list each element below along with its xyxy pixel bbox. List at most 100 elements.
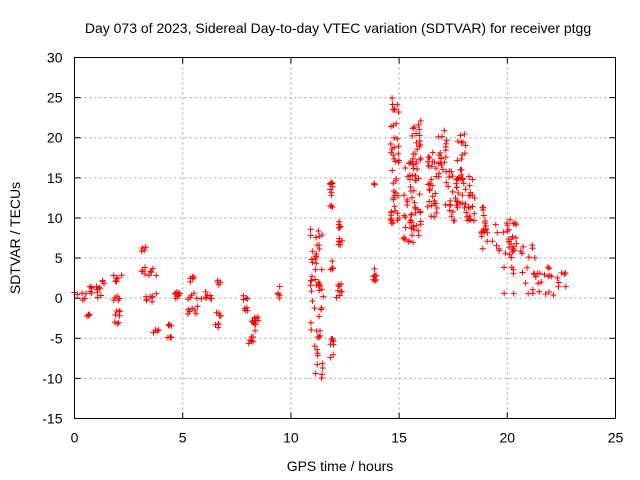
data-point <box>484 229 491 236</box>
data-point <box>244 295 251 302</box>
data-point <box>138 248 145 255</box>
data-point <box>452 194 459 201</box>
data-point <box>413 159 420 166</box>
y-tick-label: 30 <box>47 50 63 66</box>
data-point <box>313 328 320 335</box>
data-point <box>240 296 247 303</box>
data-point <box>531 271 538 278</box>
data-point <box>541 271 548 278</box>
data-point <box>555 283 562 290</box>
data-point <box>114 274 121 281</box>
data-point <box>202 288 209 295</box>
data-point <box>393 120 400 127</box>
data-point <box>449 188 456 195</box>
data-point <box>442 201 449 208</box>
data-point <box>448 168 455 175</box>
data-point <box>489 238 496 245</box>
data-point <box>203 294 210 301</box>
data-point <box>88 285 95 292</box>
data-point <box>443 168 450 175</box>
data-point <box>425 154 432 161</box>
data-point <box>187 278 194 285</box>
data-point <box>404 196 411 203</box>
data-point <box>415 206 422 213</box>
data-point <box>470 217 477 224</box>
data-point <box>198 295 205 302</box>
y-tick-label: -5 <box>50 330 63 346</box>
data-point <box>439 166 446 173</box>
data-point <box>172 295 179 302</box>
data-point <box>308 326 315 333</box>
x-tick-label: 0 <box>71 430 79 446</box>
y-tick-label: 25 <box>47 90 63 106</box>
data-point <box>409 155 416 162</box>
data-point <box>480 207 487 214</box>
data-point <box>445 183 452 190</box>
data-point <box>307 319 314 326</box>
axis-ticks: 0 5 10 15 20 25 -15 -10 -5 0 5 10 15 20 25 30 <box>42 50 623 446</box>
data-point <box>426 186 433 193</box>
data-point <box>308 256 315 263</box>
data-point <box>459 151 466 158</box>
data-point <box>244 307 251 314</box>
data-point <box>82 290 89 297</box>
data-point <box>79 297 86 304</box>
data-point <box>113 275 120 282</box>
data-point <box>411 124 418 131</box>
data-point <box>535 280 542 287</box>
data-point <box>458 156 465 163</box>
data-point <box>504 220 511 227</box>
data-point <box>410 187 417 194</box>
data-point <box>511 220 518 227</box>
x-tick-label: 5 <box>179 430 187 446</box>
data-point <box>561 271 568 278</box>
data-point <box>465 204 472 211</box>
data-point <box>116 307 123 314</box>
data-point <box>93 283 100 290</box>
data-point <box>312 370 319 377</box>
data-point <box>138 268 145 275</box>
data-point <box>400 235 407 242</box>
data-point <box>215 320 222 327</box>
data-point <box>457 132 464 139</box>
y-tick-label: 20 <box>47 130 63 146</box>
data-point <box>371 181 378 188</box>
data-point <box>167 334 174 341</box>
data-point <box>311 305 318 312</box>
data-point <box>449 173 456 180</box>
data-point <box>501 290 508 297</box>
data-point <box>212 321 219 328</box>
data-point <box>466 212 473 219</box>
data-point <box>428 176 435 183</box>
data-point <box>442 143 449 150</box>
data-point <box>471 195 478 202</box>
data-point <box>307 277 314 284</box>
data-point <box>453 180 460 187</box>
data-point <box>409 125 416 132</box>
data-point <box>99 277 106 284</box>
data-point <box>329 258 336 265</box>
data-point <box>453 184 460 191</box>
plot-frame <box>74 57 616 419</box>
data-point <box>469 203 476 210</box>
data-point <box>336 292 343 299</box>
data-point <box>454 204 461 211</box>
data-point <box>464 217 471 224</box>
data-point <box>431 200 438 207</box>
data-point <box>509 248 516 255</box>
data-point <box>389 167 396 174</box>
data-point <box>426 198 433 205</box>
data-point <box>502 250 509 257</box>
data-point <box>248 318 255 325</box>
data-point <box>443 137 450 144</box>
data-point <box>492 221 499 228</box>
data-point <box>373 272 380 279</box>
data-point <box>412 150 419 157</box>
data-point <box>371 265 378 272</box>
data-point <box>413 222 420 229</box>
data-point <box>327 203 334 210</box>
data-point <box>307 226 314 233</box>
data-point <box>519 269 526 276</box>
data-point <box>243 304 250 311</box>
data-point <box>79 290 86 297</box>
